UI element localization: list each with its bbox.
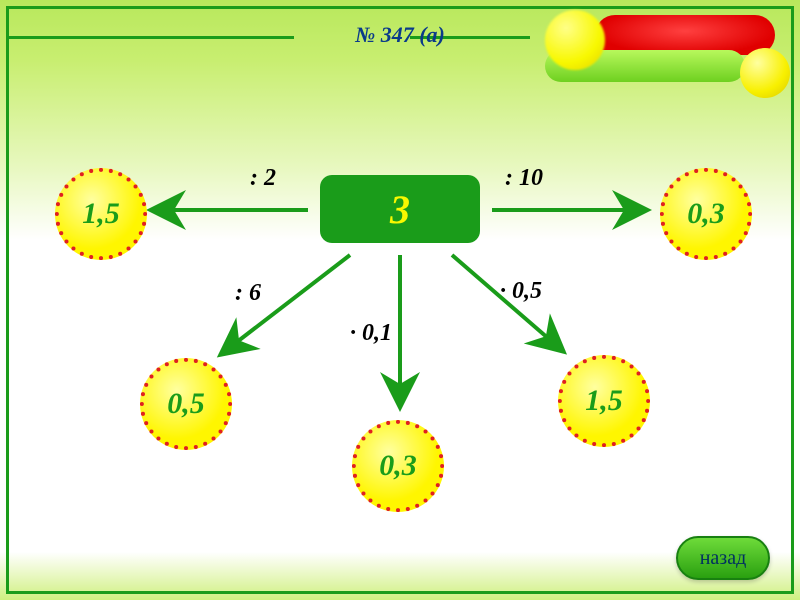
slide: № 347 (а) 3 : 2 : 10 : 6 · 0,1 · 0,5 1,5 0,3 0…: [0, 0, 800, 600]
back-button-label: назад: [700, 547, 747, 570]
decor-yellow-circle-2: [740, 48, 790, 98]
operation-label: · 0,5: [500, 278, 542, 305]
page-title: № 347 (а): [355, 22, 445, 47]
operation-label: : 2: [250, 165, 276, 192]
result-circle: 0,3: [352, 420, 444, 512]
center-value: 3: [390, 186, 410, 233]
result-value: 1,5: [585, 384, 623, 418]
operation-label: : 6: [235, 280, 261, 307]
result-value: 0,5: [167, 387, 205, 421]
title-bar: № 347 (а): [0, 22, 800, 48]
result-circle: 1,5: [558, 355, 650, 447]
result-circle: 1,5: [55, 168, 147, 260]
operation-label: · 0,1: [350, 320, 392, 347]
result-circle: 0,5: [140, 358, 232, 450]
result-value: 0,3: [687, 197, 725, 231]
result-value: 1,5: [82, 197, 120, 231]
result-circle: 0,3: [660, 168, 752, 260]
center-value-box: 3: [320, 175, 480, 243]
operation-label: : 10: [505, 165, 543, 192]
back-button[interactable]: назад: [676, 536, 770, 580]
result-value: 0,3: [379, 449, 417, 483]
